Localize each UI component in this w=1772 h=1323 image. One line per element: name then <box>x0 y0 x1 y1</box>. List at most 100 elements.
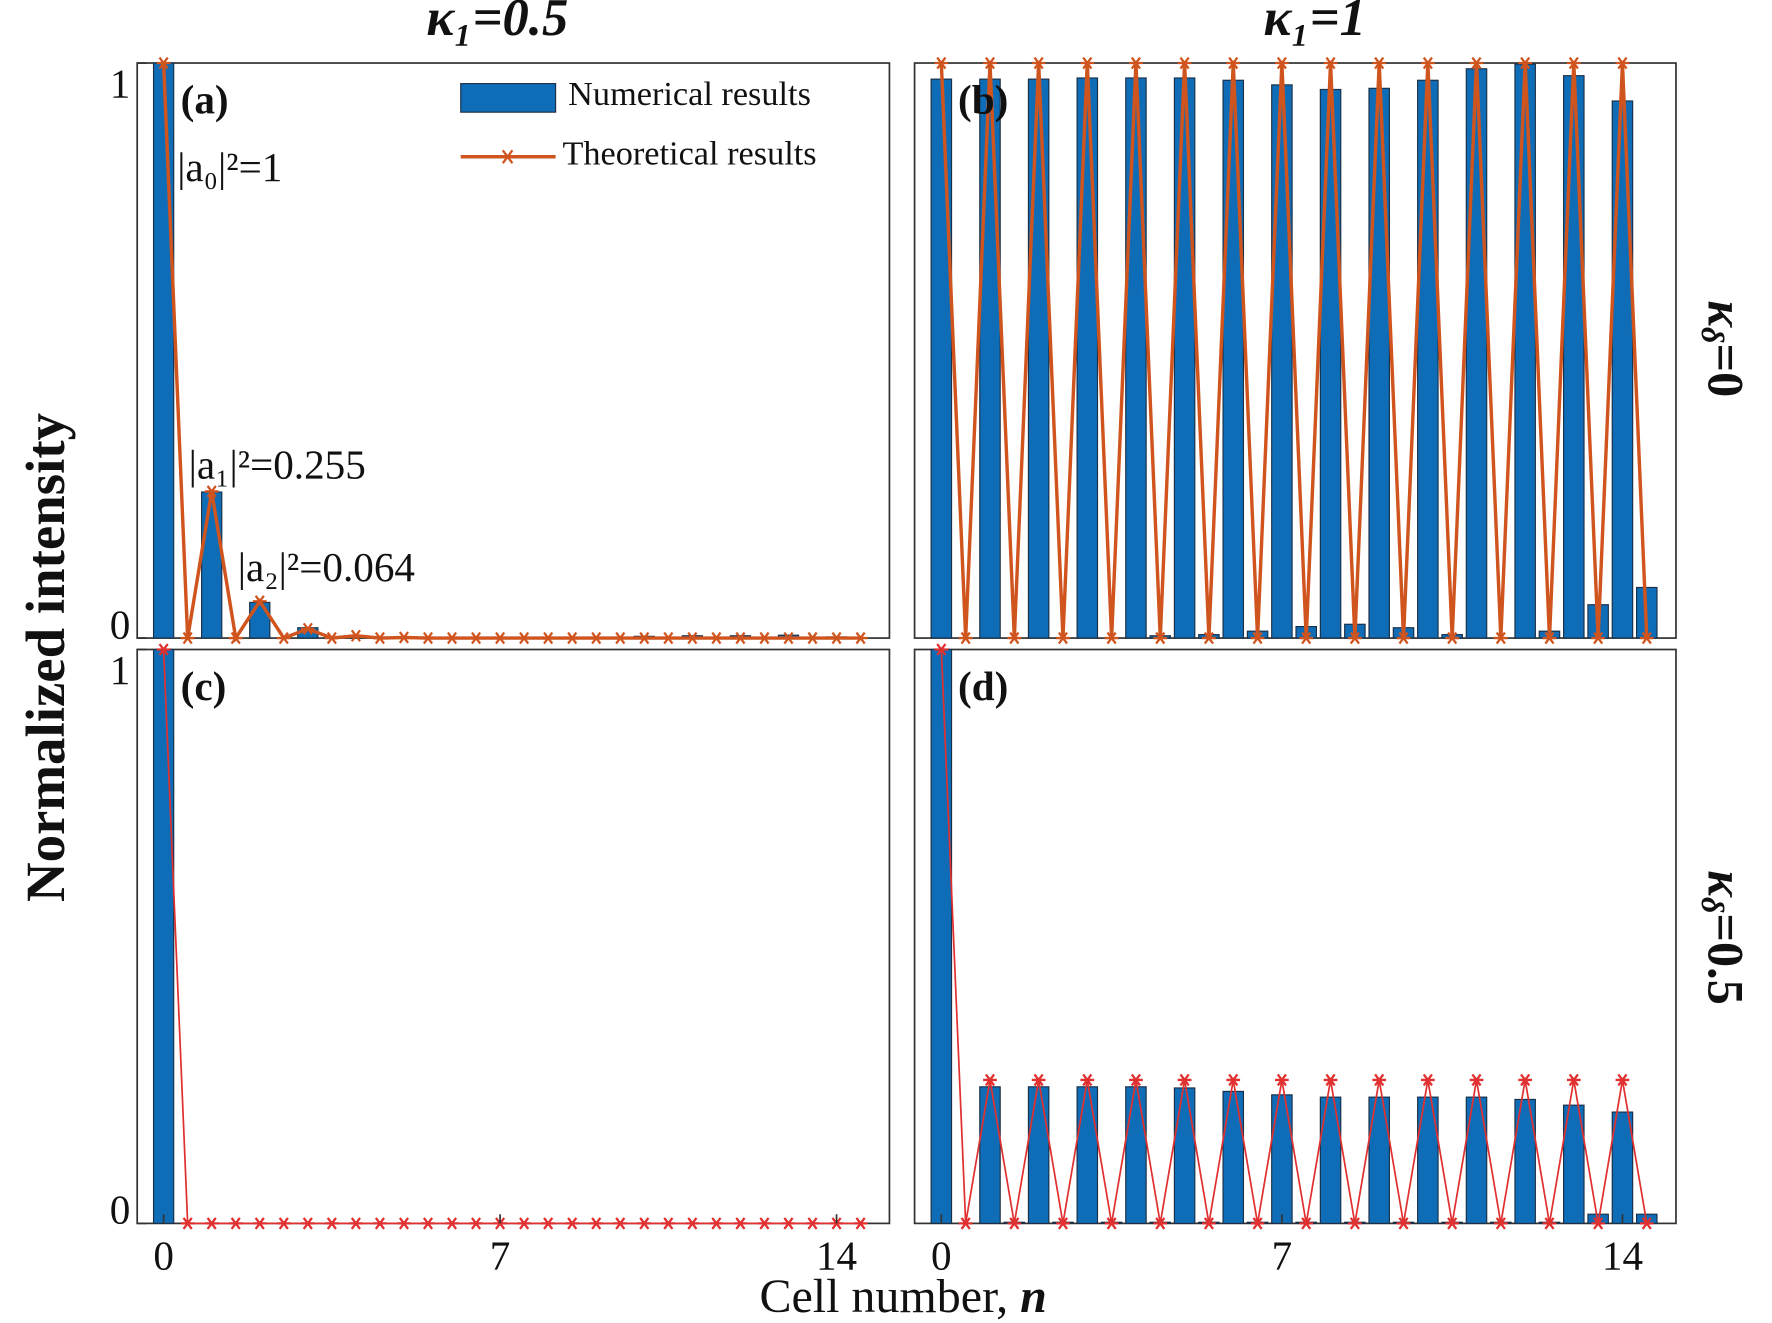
theory-marker <box>1445 631 1460 645</box>
bar <box>201 491 223 639</box>
theory-line <box>940 649 1648 1224</box>
theory-marker <box>1275 56 1289 70</box>
theory-marker <box>1007 631 1022 645</box>
theory-marker <box>324 1217 339 1230</box>
theory-marker <box>1056 1217 1070 1230</box>
theory-marker <box>156 643 171 656</box>
row-label: κδ=0.5 <box>1695 870 1754 1005</box>
bar <box>1563 1104 1585 1224</box>
theory-marker <box>781 631 796 645</box>
y-tick-label: 0 <box>110 601 131 647</box>
panel: 0 1 (a) |a₀|²=1 |a₁|²=0.255 |a₂|²=0.064 Numeri… <box>110 56 891 647</box>
x-tick-label: 7 <box>1272 1232 1293 1278</box>
row-label-rest: =0.5 <box>1698 913 1754 1005</box>
legend-swatch <box>460 83 557 113</box>
theory-marker <box>1518 56 1533 70</box>
theory-marker <box>781 1217 796 1230</box>
theory-marker <box>156 56 171 70</box>
theory-marker <box>853 1217 868 1230</box>
theory-marker <box>1372 1073 1387 1087</box>
theory-marker <box>1226 1073 1241 1087</box>
x-tick-label: 14 <box>1602 1232 1643 1278</box>
theory-marker <box>324 631 339 645</box>
theory-marker <box>934 56 949 70</box>
theory-marker <box>1615 1073 1630 1087</box>
bar <box>1465 68 1488 639</box>
theory-marker <box>1299 631 1314 645</box>
panel: 0 7 14 (d) <box>913 643 1677 1278</box>
theory-marker <box>1518 1073 1533 1087</box>
theory-marker <box>349 629 363 642</box>
bar <box>1222 1090 1245 1224</box>
column-title: κ₁=1 <box>1263 0 1365 47</box>
panel-label: (d) <box>958 663 1008 710</box>
plot-area <box>136 648 891 1225</box>
theory-marker <box>1348 631 1362 645</box>
bar <box>930 78 953 639</box>
bar <box>1368 1096 1390 1224</box>
theory-marker <box>757 1217 772 1230</box>
theory-marker <box>228 1217 243 1230</box>
bar <box>1465 1096 1488 1224</box>
theory-marker <box>733 631 748 645</box>
theory-marker <box>1542 1217 1557 1230</box>
bar <box>1514 63 1536 639</box>
theory-marker <box>276 631 291 645</box>
theory-marker <box>589 631 604 645</box>
theory-marker <box>661 631 676 645</box>
theory-marker <box>757 631 772 645</box>
x-axis-label-var: n <box>1020 1270 1047 1323</box>
bar <box>1027 1086 1050 1224</box>
theory-marker <box>1348 1217 1362 1230</box>
theory-marker <box>1250 631 1265 645</box>
row-label-symbol: κ <box>1698 300 1754 328</box>
theory-marker <box>709 631 724 645</box>
theory-marker <box>349 1217 363 1230</box>
annotation: |a₀|²=1 <box>177 144 282 190</box>
bar <box>1173 77 1196 639</box>
theory-marker <box>1104 631 1119 645</box>
panel: (b) <box>913 56 1677 645</box>
x-tick-label: 0 <box>153 1232 174 1278</box>
theory-marker <box>829 631 844 645</box>
theory-marker <box>469 631 483 645</box>
theory-marker <box>1007 1217 1022 1230</box>
theory-line <box>939 62 1649 639</box>
theory-marker <box>252 1217 267 1230</box>
theory-marker <box>276 1217 291 1230</box>
theory-marker <box>493 631 507 645</box>
x-tick-label: 14 <box>816 1232 857 1278</box>
theory-marker <box>445 1217 459 1230</box>
theory-marker <box>421 1217 435 1230</box>
theory-marker <box>661 1217 676 1230</box>
theory-marker <box>1493 1217 1508 1230</box>
theory-marker <box>958 1217 973 1230</box>
annotation: |a₁|²=0.255 <box>189 441 366 487</box>
bar <box>1076 77 1099 639</box>
bar <box>1417 79 1439 639</box>
theory-marker <box>1104 1217 1119 1230</box>
theory-marker <box>1493 631 1508 645</box>
theory-marker <box>1299 1217 1314 1230</box>
theory-marker <box>1420 56 1435 70</box>
theory-marker <box>685 631 700 645</box>
theory-marker <box>1275 1073 1289 1087</box>
theory-marker <box>204 1217 219 1230</box>
annotation: |a₂|²=0.064 <box>238 544 415 590</box>
theory-marker <box>1469 56 1484 70</box>
theory-marker <box>1031 56 1046 70</box>
theory-marker <box>565 631 580 645</box>
column-title: κ₁=0.5 <box>426 0 568 47</box>
theory-marker <box>805 1217 820 1230</box>
theory-marker <box>1202 1217 1216 1230</box>
theory-marker <box>373 631 387 645</box>
theory-marker <box>958 631 973 645</box>
theory-marker <box>1396 1217 1411 1230</box>
legend-swatch <box>499 149 516 164</box>
row-label: κδ=0 <box>1695 300 1754 397</box>
theory-marker <box>983 1073 997 1087</box>
theory-marker <box>1542 631 1557 645</box>
theory-marker <box>1323 56 1338 70</box>
x-tick-label: 7 <box>490 1232 511 1278</box>
bar <box>1319 1096 1342 1224</box>
